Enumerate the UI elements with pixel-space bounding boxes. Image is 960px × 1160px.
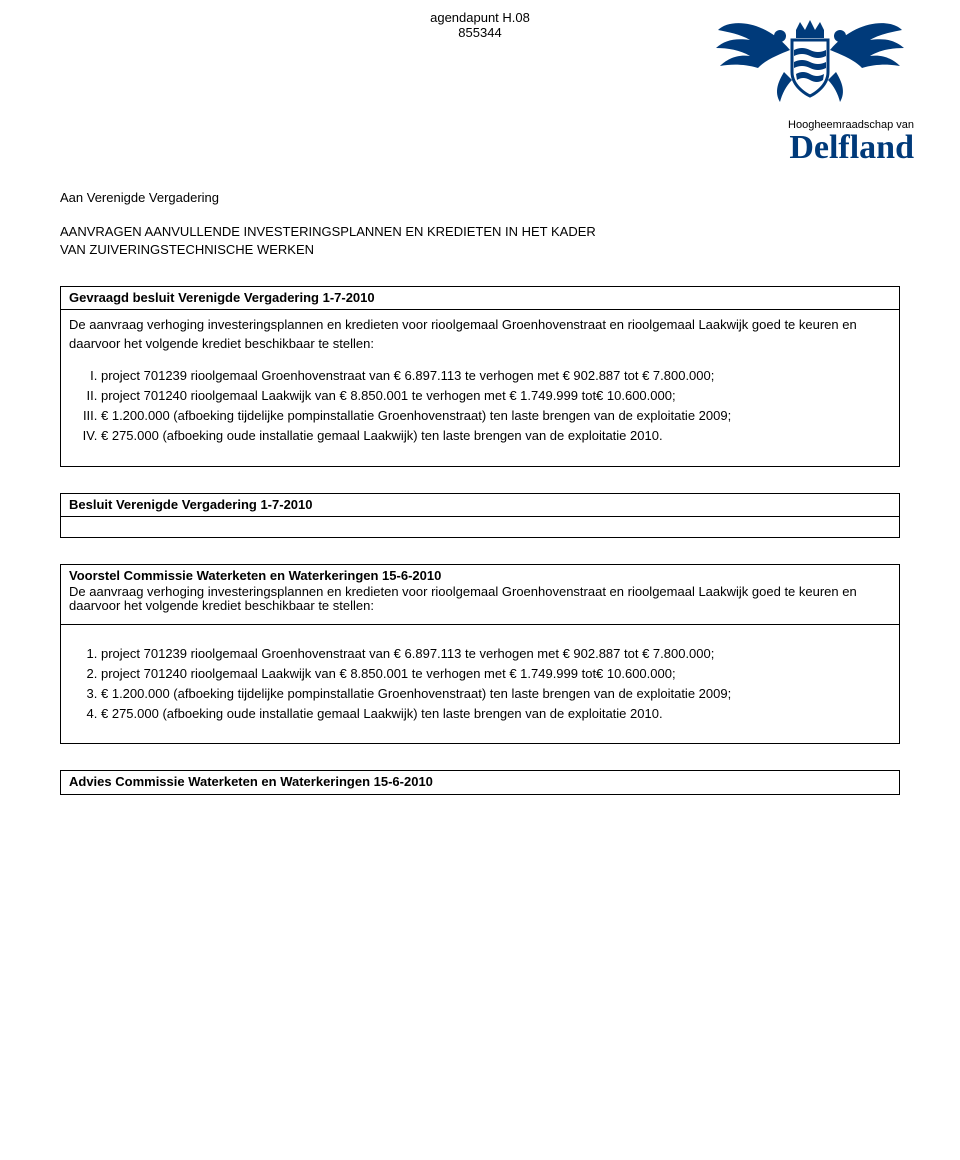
box-gevraagd-besluit: Gevraagd besluit Verenigde Vergadering 1… <box>60 286 900 466</box>
logo-name: Delfland <box>700 129 914 167</box>
list-item: project 701240 rioolgemaal Laakwijk van … <box>101 665 891 683</box>
coat-of-arms-icon <box>710 10 910 110</box>
box-heading: Voorstel Commissie Waterketen en Waterke… <box>69 569 891 583</box>
document-title: AANVRAGEN AANVULLENDE INVESTERINGSPLANNE… <box>60 223 900 258</box>
box-heading: Advies Commissie Waterketen en Waterkeri… <box>61 771 899 793</box>
title-line-2: VAN ZUIVERINGSTECHNISCHE WERKEN <box>60 241 900 259</box>
list-item: project 701239 rioolgemaal Groenhovenstr… <box>101 367 891 385</box>
box-body: project 701239 rioolgemaal Groenhovenstr… <box>61 625 899 744</box>
box-body: De aanvraag verhoging investeringsplanne… <box>61 310 899 465</box>
logo-block: Hoogheemraadschap van Delfland <box>700 10 920 167</box>
box-heading: Besluit Verenigde Vergadering 1-7-2010 <box>61 494 899 517</box>
box-advies: Advies Commissie Waterketen en Waterkeri… <box>60 770 900 794</box>
list-item: € 1.200.000 (afboeking tijdelijke pompin… <box>101 685 891 703</box>
intro-text: De aanvraag verhoging investeringsplanne… <box>69 316 891 352</box>
box-header-combo: Voorstel Commissie Waterketen en Waterke… <box>61 565 899 625</box>
intro-text: De aanvraag verhoging investeringsplanne… <box>69 585 891 614</box>
list-item: € 275.000 (afboeking oude installatie ge… <box>101 705 891 723</box>
box-besluit: Besluit Verenigde Vergadering 1-7-2010 <box>60 493 900 538</box>
title-line-1: AANVRAGEN AANVULLENDE INVESTERINGSPLANNE… <box>60 223 900 241</box>
list-item: project 701239 rioolgemaal Groenhovenstr… <box>101 645 891 663</box>
box-body-empty <box>61 517 899 537</box>
roman-list: project 701239 rioolgemaal Groenhovenstr… <box>73 367 891 446</box>
numbered-list: project 701239 rioolgemaal Groenhovenstr… <box>73 645 891 724</box>
box-voorstel: Voorstel Commissie Waterketen en Waterke… <box>60 564 900 745</box>
box-heading: Gevraagd besluit Verenigde Vergadering 1… <box>61 287 899 310</box>
addressee: Aan Verenigde Vergadering <box>60 190 900 205</box>
list-item: € 1.200.000 (afboeking tijdelijke pompin… <box>101 407 891 425</box>
list-item: project 701240 rioolgemaal Laakwijk van … <box>101 387 891 405</box>
list-item: € 275.000 (afboeking oude installatie ge… <box>101 427 891 445</box>
page: agendapunt H.08 855344 Hoogheemraadschap… <box>0 0 960 815</box>
